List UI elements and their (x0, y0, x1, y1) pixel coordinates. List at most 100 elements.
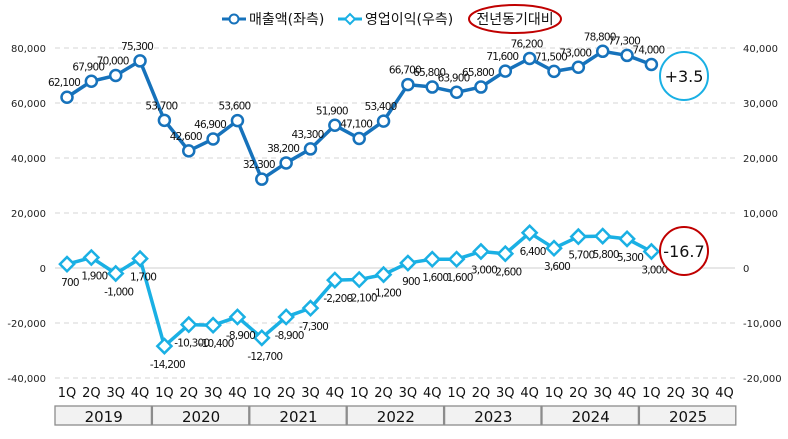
profit-data-label: -12,700 (247, 351, 282, 363)
left-axis-tick: -20,000 (7, 319, 46, 330)
year-label: 2024 (572, 408, 610, 426)
profit-point (277, 308, 295, 326)
category-tick-label: 1Q (447, 386, 466, 401)
revenue-point (157, 113, 172, 128)
revenue-data-label: 42,600 (170, 131, 202, 143)
revenue-data-label: 75,300 (121, 41, 153, 53)
legend-revenue-marker (228, 13, 240, 25)
category-tick-label: 3Q (593, 386, 612, 401)
revenue-data-label: 77,300 (608, 35, 640, 47)
revenue-point (522, 51, 537, 66)
right-axis-tick: 10,000 (743, 209, 778, 220)
right-axis-tick: 30,000 (743, 99, 778, 110)
revenue-point (376, 114, 391, 128)
profit-data-label: 1,900 (81, 271, 107, 283)
left-axis-tick: 60,000 (11, 99, 46, 110)
category-tick-label: 4Q (326, 386, 345, 401)
profit-point (642, 242, 661, 261)
year-label: 2021 (279, 408, 317, 426)
profit-data-label: 5,300 (617, 252, 643, 264)
profit-point (593, 227, 612, 245)
revenue-data-label: 73,000 (559, 47, 591, 59)
profit-data-label: -1,200 (372, 288, 401, 300)
category-tick-label: 4Q (520, 386, 539, 401)
revenue-data-label: 71,500 (535, 51, 567, 63)
profit-data-label: 3,600 (544, 261, 570, 273)
left-axis-tick: 40,000 (11, 154, 46, 165)
revenue-data-label: 32,300 (243, 159, 275, 171)
legend-profit-marker (343, 12, 357, 26)
category-tick-label: 2Q (666, 386, 685, 401)
revenue-data-label: 46,900 (194, 119, 226, 131)
category-tick-label: 2Q (569, 386, 588, 401)
revenue-point (425, 80, 439, 94)
revenue-point (230, 113, 245, 128)
right-axis-tick: 20,000 (743, 154, 778, 165)
revenue-point (547, 64, 561, 79)
profit-point (204, 316, 222, 335)
profit-point (569, 227, 588, 246)
year-group-box (443, 405, 542, 426)
profit-data-label: 3,000 (471, 265, 497, 277)
category-tick-label: 4Q (131, 386, 150, 401)
profit-point (350, 270, 369, 289)
revenue-data-label: 65,800 (413, 67, 445, 79)
revenue-point (328, 118, 342, 133)
profit-data-label: 5,800 (593, 249, 619, 261)
revenue-yoy-circle (659, 51, 709, 101)
profit-point (58, 255, 76, 273)
revenue-point (303, 142, 318, 156)
profit-point (472, 242, 490, 261)
revenue-data-label: 53,600 (218, 101, 250, 113)
revenue-point (474, 80, 488, 94)
right-axis-tick: 40,000 (743, 44, 778, 55)
revenue-point (571, 60, 586, 74)
right-axis-tick: 0 (743, 264, 749, 275)
year-group-box (541, 405, 640, 426)
year-label: 2022 (377, 408, 415, 426)
revenue-data-label: 76,200 (511, 38, 543, 50)
category-tick-label: 2Q (277, 386, 296, 401)
profit-data-label: -10,400 (199, 338, 234, 350)
right-axis-tick: -20,000 (743, 374, 782, 385)
profit-data-label: 5,700 (568, 250, 594, 262)
profit-data-label: 1,600 (422, 272, 448, 284)
year-label: 2020 (182, 408, 220, 426)
profit-line (66, 231, 653, 348)
revenue-point (182, 144, 196, 158)
left-axis-tick: 80,000 (11, 44, 46, 55)
revenue-point (352, 131, 366, 146)
legend-revenue-label: 매출액(좌측) (249, 12, 324, 28)
category-tick-label: 3Q (204, 386, 223, 401)
revenue-point (133, 54, 147, 68)
profit-point (326, 271, 344, 289)
revenue-point (255, 172, 269, 186)
revenue-point (279, 156, 293, 170)
category-tick-label: 4Q (618, 386, 637, 401)
profit-point (399, 254, 417, 272)
revenue-data-label: 53,400 (365, 101, 397, 113)
profit-data-label: -1,000 (104, 287, 133, 299)
revenue-data-label: 74,000 (632, 45, 664, 57)
category-tick-label: 4Q (228, 386, 247, 401)
category-tick-label: 1Q (642, 386, 661, 401)
profit-data-label: -2,100 (348, 293, 377, 305)
category-tick-label: 4Q (423, 386, 442, 401)
profit-data-label: 700 (61, 277, 79, 289)
profit-point (520, 223, 539, 242)
profit-point (131, 249, 149, 268)
category-tick-label: 2Q (374, 386, 393, 401)
category-tick-label: 1Q (253, 386, 272, 401)
revenue-data-label: 51,900 (316, 105, 348, 117)
year-group-box (638, 405, 737, 426)
category-tick-label: 3Q (691, 386, 710, 401)
category-tick-label: 3Q (496, 386, 515, 401)
profit-point (179, 315, 198, 334)
year-label: 2023 (474, 408, 512, 426)
revenue-point (84, 74, 99, 89)
left-axis-tick: -40,000 (7, 374, 46, 385)
profit-data-label: -8,900 (226, 330, 255, 342)
revenue-data-label: 38,200 (267, 143, 299, 155)
category-tick-label: 2Q (82, 386, 101, 401)
profit-data-label: 6,400 (520, 246, 546, 258)
